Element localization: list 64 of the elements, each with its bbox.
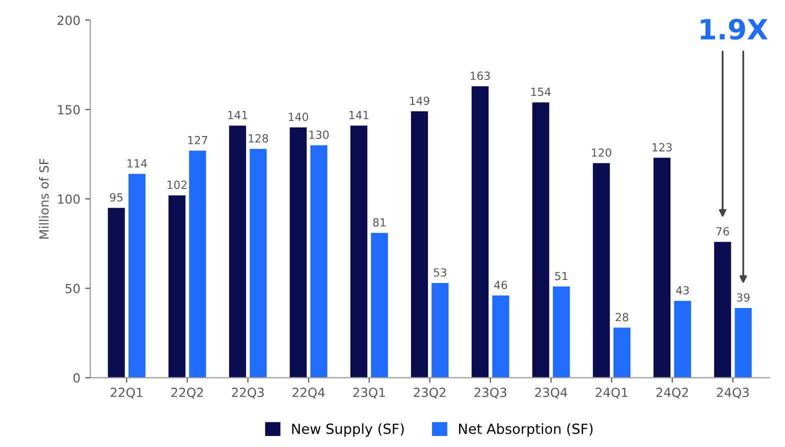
bar	[472, 86, 489, 378]
bar	[654, 158, 670, 378]
y-tick-label: 100	[58, 194, 80, 204]
data-label: 130	[309, 130, 329, 139]
data-label: 154	[531, 88, 551, 96]
data-label: 95	[110, 193, 122, 202]
data-label: 141	[228, 111, 248, 120]
legend-label: Net Absorption (SF)	[459, 423, 593, 437]
bar	[492, 295, 510, 378]
bar	[674, 300, 692, 378]
data-label: 140	[288, 112, 308, 122]
x-tick-label: 23Q4	[535, 388, 568, 399]
x-tick-label: 24Q1	[596, 388, 628, 399]
annotation: 1.9X	[700, 18, 768, 40]
bar	[229, 126, 246, 378]
bar	[350, 126, 368, 378]
bar	[410, 111, 428, 378]
bar	[168, 195, 186, 378]
data-label: 43	[676, 286, 689, 295]
data-label: 53	[434, 268, 446, 277]
bar	[532, 102, 550, 378]
bar	[734, 308, 752, 378]
bar	[189, 150, 206, 378]
bar	[290, 127, 307, 378]
y-axis-title: Millions of SF	[39, 158, 49, 239]
data-label: 81	[373, 218, 386, 227]
x-tick-label: 23Q1	[353, 388, 385, 399]
data-label: 128	[248, 134, 268, 143]
bar	[128, 174, 146, 378]
x-tick-label: 24Q3	[716, 388, 749, 399]
data-label: 141	[349, 111, 368, 120]
y-tick-label: 50	[66, 284, 80, 294]
bar	[592, 163, 610, 378]
y-tick-label: 150	[58, 104, 80, 114]
x-tick-label: 22Q4	[292, 388, 325, 399]
bar	[552, 286, 570, 378]
data-label: 51	[555, 272, 568, 280]
data-label: 149	[410, 96, 430, 105]
bar	[310, 145, 328, 378]
data-label: 46	[494, 280, 508, 290]
x-tick-label: 22Q3	[232, 388, 264, 399]
x-tick-label: 23Q3	[474, 388, 506, 399]
legend-label: New Supply (SF)	[292, 423, 404, 437]
data-label: 28	[616, 312, 628, 322]
x-tick-label: 24Q2	[656, 388, 688, 399]
x-tick-label: 23Q2	[414, 388, 446, 399]
data-label: 163	[470, 72, 490, 80]
bar	[370, 232, 388, 378]
bar	[250, 148, 267, 378]
data-label: 123	[652, 143, 672, 152]
data-label: 76	[716, 227, 729, 236]
data-label: 39	[737, 293, 750, 302]
x-tick-label: 22Q2	[171, 388, 203, 399]
y-tick-label: 200	[58, 16, 80, 26]
x-tick-label: 22Q1	[110, 388, 142, 399]
data-label: 102	[168, 180, 186, 190]
data-label: 114	[128, 159, 147, 168]
bar	[613, 328, 630, 378]
data-label: 127	[188, 136, 208, 144]
bar	[432, 282, 449, 378]
bar	[108, 208, 125, 378]
data-label: 120	[592, 148, 612, 157]
y-tick-label: 0	[73, 373, 80, 383]
bar	[714, 242, 732, 378]
